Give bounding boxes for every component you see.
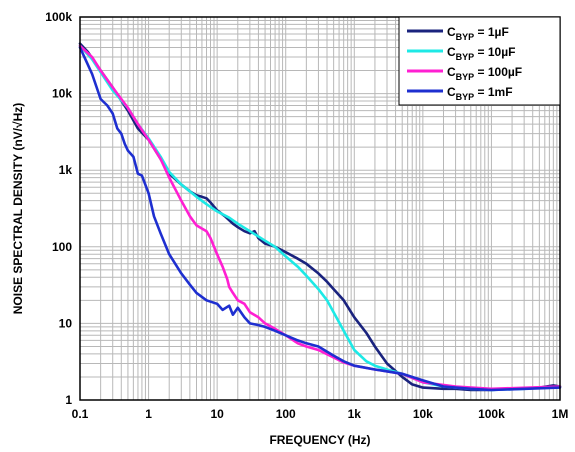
x-tick-label: 0.1 <box>72 407 89 421</box>
y-tick-label: 10k <box>52 87 72 101</box>
x-axis-label: FREQUENCY (Hz) <box>269 433 370 447</box>
legend: CBYP = 1µF CBYP = 10µF CBYP = 100µF CBYP = … <box>398 16 561 106</box>
y-tick-label: 1 <box>65 393 72 407</box>
x-tick-label: 1k <box>348 407 362 421</box>
y-tick-label: 100 <box>52 240 72 254</box>
legend-entry-2: CBYP = 10µF <box>447 45 515 62</box>
y-tick-labels: 1 10 100 1k 10k 100k <box>45 10 72 407</box>
series-line-4 <box>78 46 562 392</box>
y-tick-label: 100k <box>45 10 72 24</box>
x-tick-label: 10 <box>210 407 224 421</box>
y-axis-label: NOISE SPECTRAL DENSITY (nV/√Hz) <box>11 103 25 315</box>
x-tick-label: 100k <box>478 407 505 421</box>
legend-entry-1: CBYP = 1µF <box>447 25 509 42</box>
x-tick-label: 100 <box>276 407 296 421</box>
series-layer <box>78 42 562 392</box>
legend-entry-4: CBYP = 1mF <box>447 85 513 102</box>
y-tick-label: 1k <box>59 163 73 177</box>
y-tick-label: 10 <box>59 316 73 330</box>
x-tick-label: 1 <box>145 407 152 421</box>
legend-entry-3: CBYP = 100µF <box>447 65 522 82</box>
x-tick-label: 1M <box>552 407 569 421</box>
x-tick-labels: 0.1 1 10 100 1k 10k 100k 1M <box>72 407 569 421</box>
plot-frame <box>79 16 561 401</box>
x-tick-label: 10k <box>413 407 433 421</box>
